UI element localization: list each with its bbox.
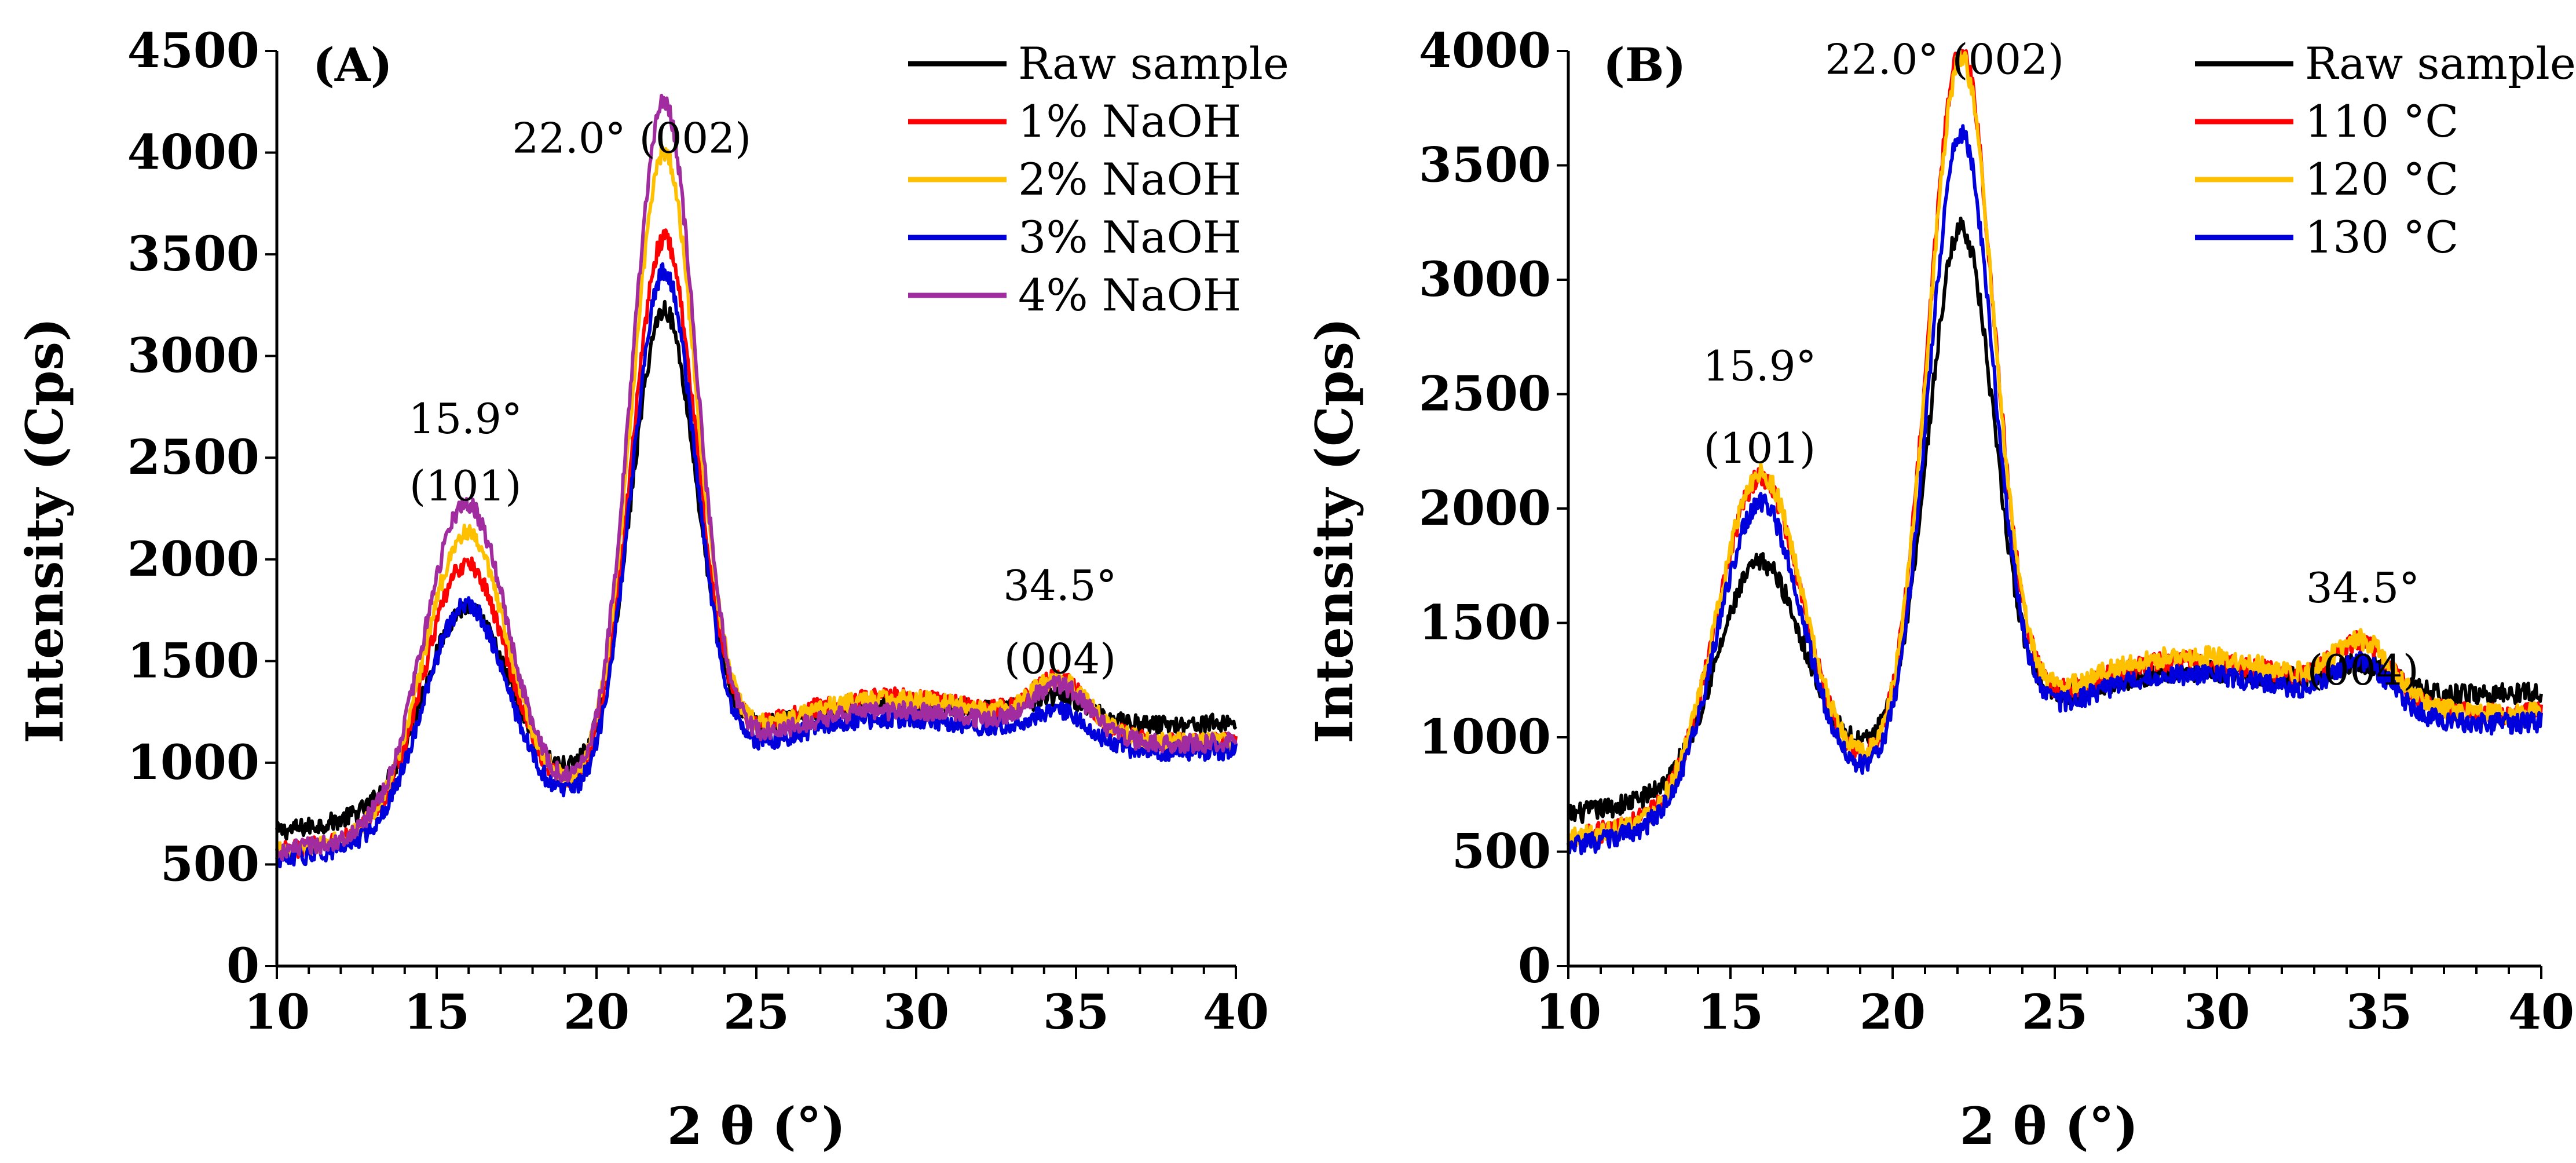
y-tick-label: 1500 [1419,595,1551,651]
legend-label: Raw sample [1018,38,1289,89]
panel-b-legend: Raw sample 110 °C 120 °C 130 °C [2195,38,2576,263]
panel-a-series [275,93,1238,869]
panel-b-series [1567,49,2543,855]
y-tick-label: 1000 [1419,709,1551,765]
x-tick-label: 25 [723,985,789,1040]
y-tick-label: 0 [226,938,259,994]
annotation-peak-002: 22.0° (002) [512,114,751,163]
x-tick-label: 10 [244,985,310,1040]
x-tick-label: 40 [1203,985,1269,1040]
panel-b-axes: 10 15 20 25 30 35 40 0 500 1000 1500 2000 2500 3000 35… [1419,23,2574,1040]
y-tick-label: 2500 [1419,367,1551,422]
panel-a-y-axis-title: Intensity (Cps) [14,317,75,744]
legend-label: Raw sample [2305,38,2576,89]
legend-label: 2% NaOH [1018,153,1241,205]
panel-a-legend: Raw sample 1% NaOH 2% NaOH 3% NaOH 4% Na… [908,38,1289,321]
x-tick-label: 25 [2022,985,2088,1040]
legend-label: 3% NaOH [1018,211,1241,263]
x-tick-label: 30 [2184,985,2250,1040]
legend-label: 1% NaOH [1018,96,1241,147]
panel-a-axes: 10 15 20 25 30 35 40 0 500 1000 1500 2000 2500 3000 35… [127,23,1269,1040]
y-tick-label: 3000 [127,328,259,384]
annotation-peak-004-plane: (004) [2307,646,2419,694]
annotation-peak-004-angle: 34.5° [2306,564,2420,612]
legend-label: 4% NaOH [1018,269,1241,321]
y-tick-label: 1000 [127,735,259,791]
y-tick-label: 4000 [1419,23,1551,79]
panel-a-annotations: 15.9° (101) 22.0° (002) 34.5° (004) [409,114,1117,683]
legend-label: 110 °C [2305,96,2458,147]
legend-label: 130 °C [2305,211,2458,263]
panel-b-y-axis-title: Intensity (Cps) [1304,317,1364,744]
y-tick-label: 500 [160,836,259,892]
panel-b-x-axis-title: 2 θ (°) [1960,1096,2138,1156]
annotation-peak-002: 22.0° (002) [1825,35,2064,84]
panel-a-label: (A) [313,38,393,92]
y-tick-label: 2000 [127,532,259,587]
y-tick-label: 3500 [1419,138,1551,193]
series-line [1567,49,2543,847]
x-tick-label: 30 [883,985,949,1040]
legend-label: 120 °C [2305,153,2458,205]
y-tick-label: 500 [1452,824,1551,880]
x-tick-label: 20 [1860,985,1926,1040]
annotation-peak-004-plane: (004) [1004,634,1117,683]
panel-a-x-axis-title: 2 θ (°) [667,1096,846,1156]
y-tick-label: 2500 [127,430,259,485]
x-tick-label: 10 [1535,985,1601,1040]
y-tick-label: 4500 [127,23,259,79]
x-tick-label: 35 [1043,985,1109,1040]
y-tick-label: 3500 [127,226,259,282]
series-line [275,93,1238,862]
annotation-peak-101-plane: (101) [1704,424,1816,473]
panel-a-chart: 10 15 20 25 30 35 40 0 500 1000 1500 2000 2500 3000 35… [14,23,1289,1156]
annotation-peak-101-angle: 15.9° [1703,342,1816,390]
x-tick-label: 15 [404,985,470,1040]
y-tick-label: 1500 [127,633,259,689]
x-tick-label: 40 [2508,985,2574,1040]
annotation-peak-101-plane: (101) [409,462,522,510]
y-tick-label: 4000 [127,125,259,181]
x-tick-label: 35 [2346,985,2412,1040]
y-tick-label: 0 [1518,938,1551,994]
x-tick-label: 20 [564,985,630,1040]
panel-b-chart: 10 15 20 25 30 35 40 0 500 1000 1500 2000 2500 3000 35… [1304,23,2576,1156]
annotation-peak-101-angle: 15.9° [409,394,522,443]
series-line [1567,124,2543,855]
annotation-peak-004-angle: 34.5° [1003,561,1117,610]
panel-b-annotations: 15.9° (101) 22.0° (002) 34.5° (004) [1703,35,2420,695]
y-tick-label: 3000 [1419,252,1551,308]
x-tick-label: 15 [1697,985,1763,1040]
y-tick-label: 2000 [1419,481,1551,536]
panel-b-label: (B) [1603,38,1686,92]
